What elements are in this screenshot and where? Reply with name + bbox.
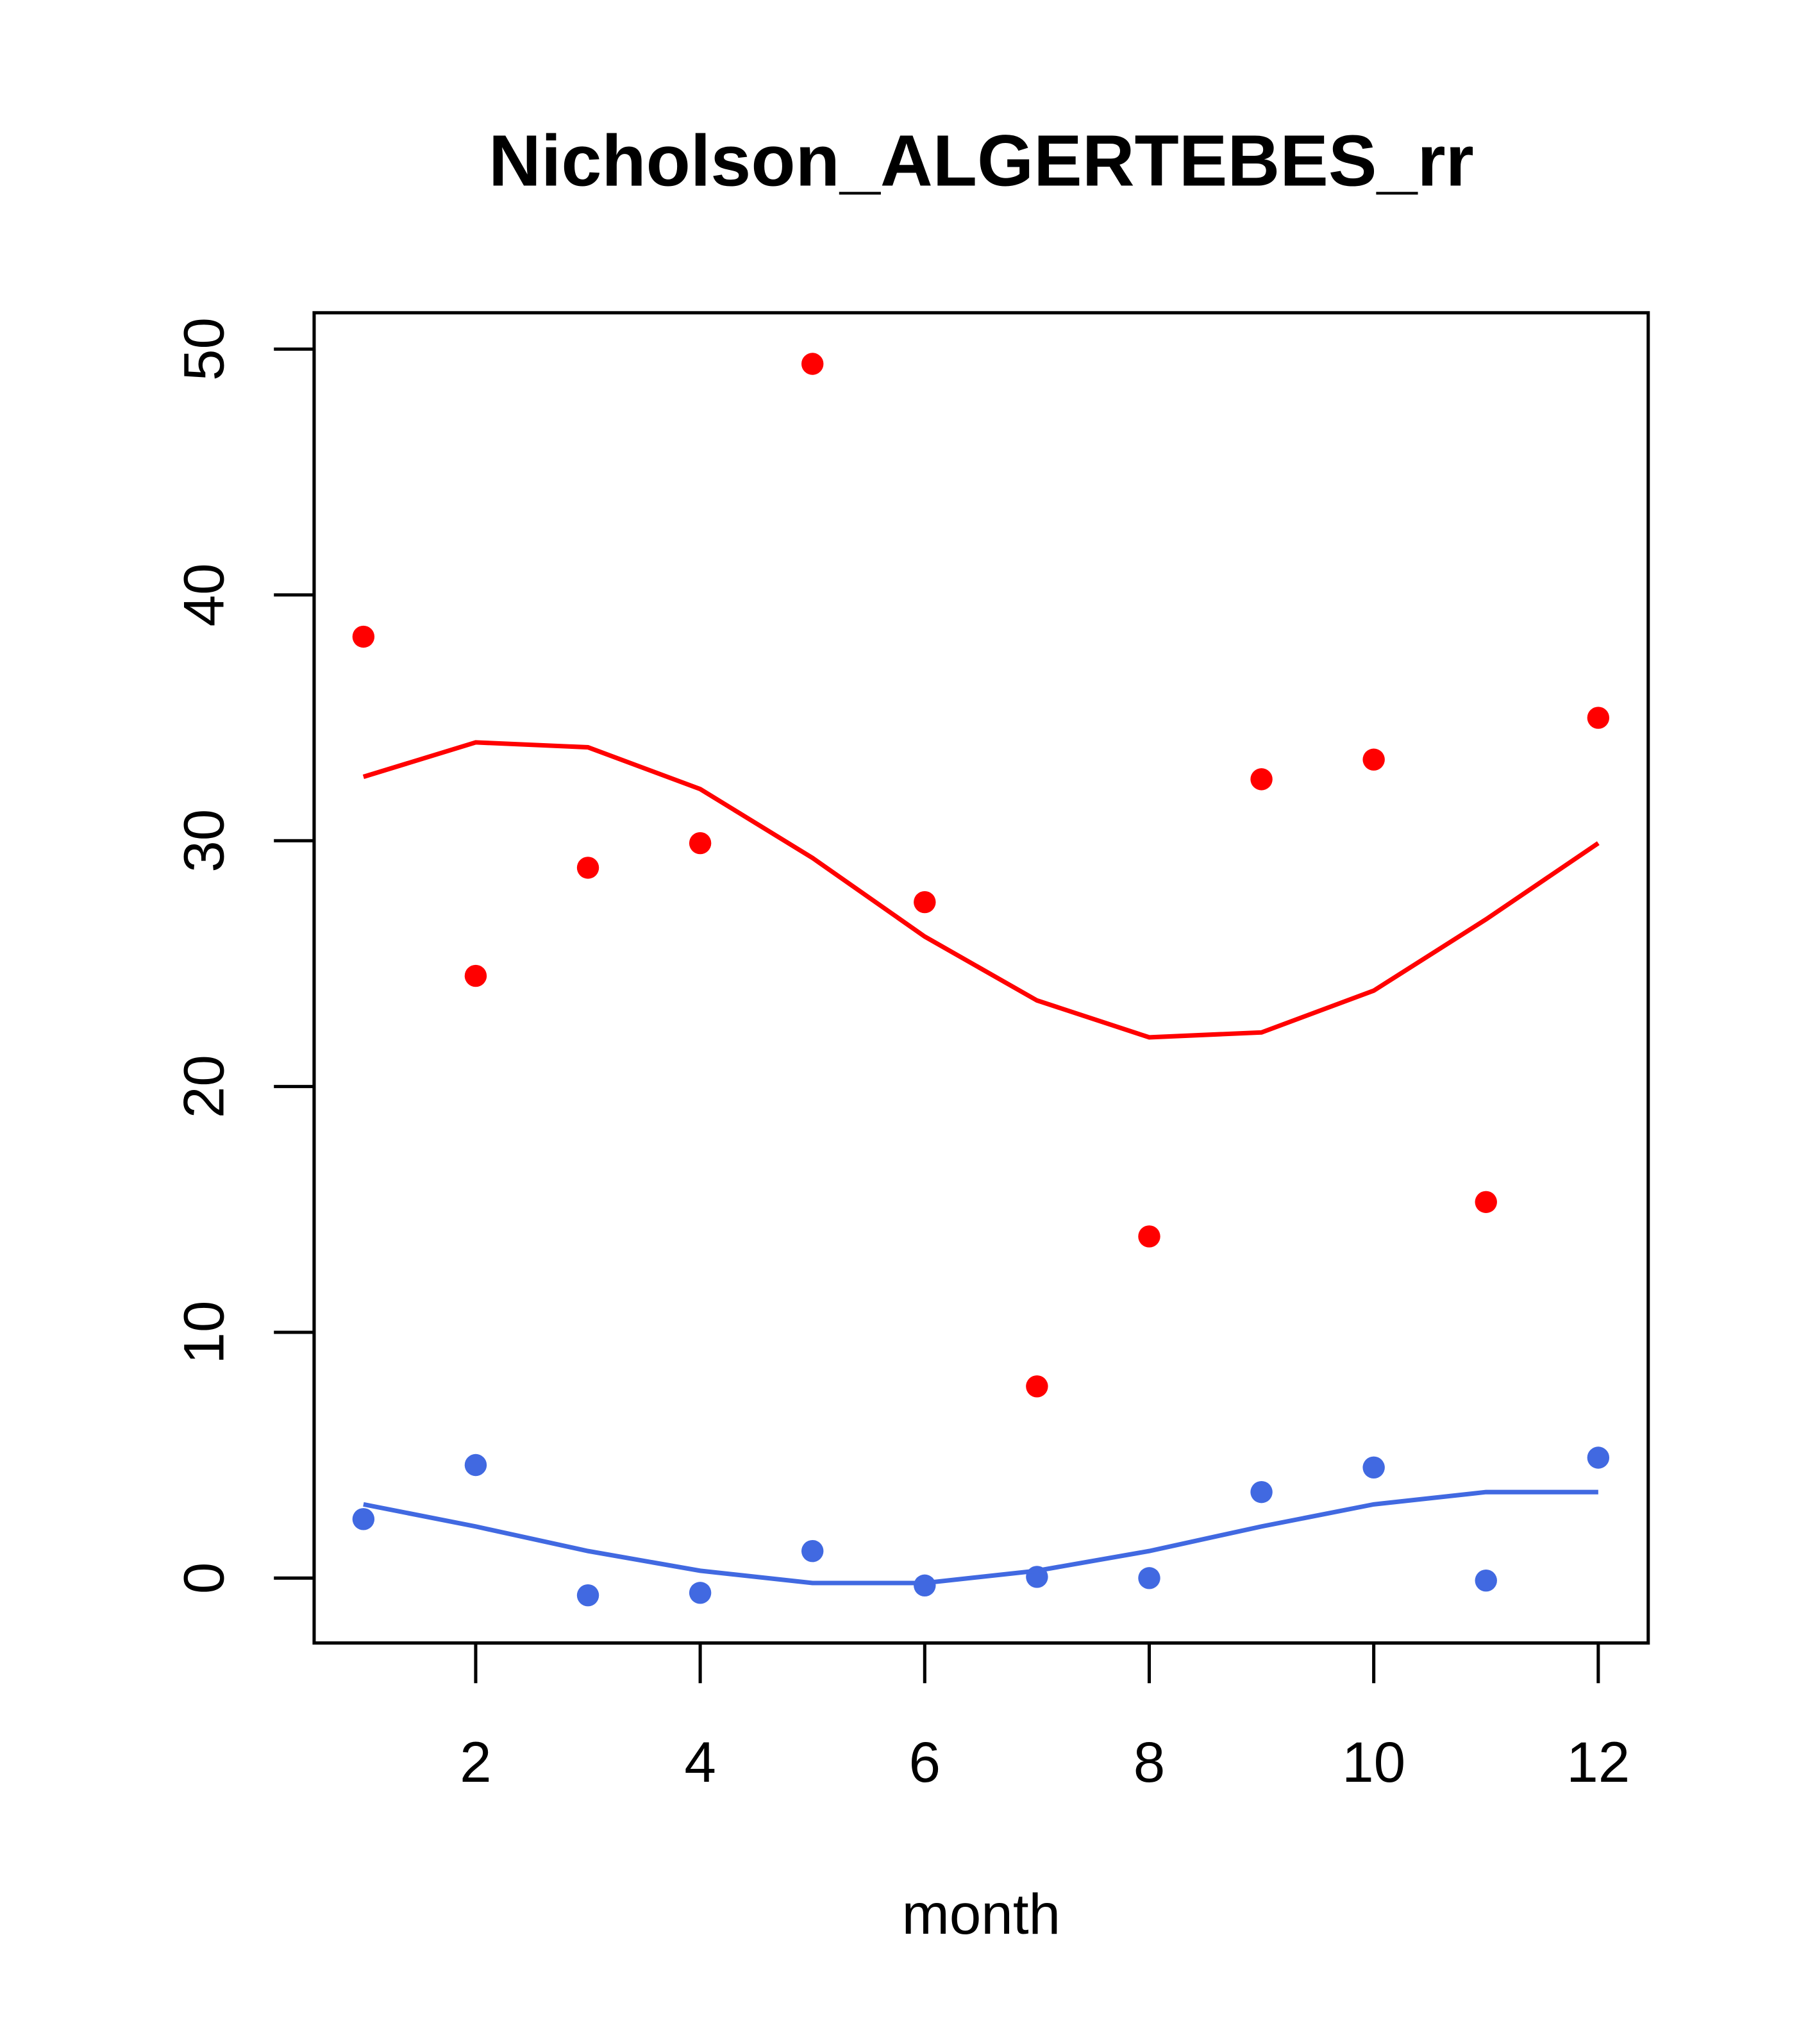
- y-tick-label: 10: [171, 1300, 235, 1364]
- data-point-blue: [352, 1508, 375, 1530]
- x-tick-label: 4: [684, 1730, 716, 1794]
- x-axis-label: month: [902, 1882, 1061, 1946]
- y-tick-label: 50: [171, 317, 235, 381]
- data-point-red: [1138, 1225, 1160, 1248]
- chart-title: Nicholson_ALGERTEBES_rr: [489, 120, 1474, 201]
- y-axis: 0 10 20 30 40 50: [171, 317, 316, 1595]
- data-point-red: [1026, 1375, 1048, 1398]
- data-point-blue: [801, 1539, 824, 1562]
- data-point-red: [1250, 768, 1273, 791]
- data-point-red: [801, 353, 824, 375]
- data-point-blue: [689, 1582, 712, 1604]
- x-tick-label: 6: [909, 1730, 941, 1794]
- x-axis: 2 4 6 8 10 12: [460, 1641, 1630, 1794]
- data-point-blue: [1250, 1480, 1273, 1504]
- data-point-red: [576, 857, 599, 879]
- data-point-red: [1587, 707, 1610, 729]
- data-point-red: [352, 625, 375, 648]
- data-point-red: [914, 891, 936, 914]
- data-point-blue: [1587, 1446, 1610, 1469]
- data-point-red: [1362, 748, 1385, 771]
- x-tick-label: 8: [1134, 1730, 1166, 1794]
- x-tick-label: 10: [1342, 1730, 1405, 1794]
- data-point-blue: [464, 1453, 487, 1477]
- fit-line-red: [362, 740, 1600, 1040]
- plot-marks: [352, 353, 1610, 1607]
- x-tick-label: 12: [1566, 1730, 1630, 1794]
- data-point-blue: [576, 1584, 599, 1607]
- data-point-red: [689, 832, 712, 855]
- data-point-blue: [1475, 1569, 1497, 1592]
- data-point-red: [464, 964, 487, 987]
- data-point-blue: [914, 1574, 936, 1597]
- y-tick-label: 0: [171, 1562, 235, 1595]
- x-tick-label: 2: [460, 1730, 492, 1794]
- data-point-blue: [1138, 1567, 1160, 1589]
- fit-line-blue: [363, 1489, 1598, 1586]
- y-tick-label: 40: [171, 563, 235, 626]
- data-point-blue: [1362, 1456, 1385, 1479]
- y-tick-label: 30: [171, 809, 235, 873]
- plot-frame: [312, 311, 1650, 1645]
- data-point-red: [1475, 1191, 1497, 1213]
- y-tick-label: 20: [171, 1055, 235, 1118]
